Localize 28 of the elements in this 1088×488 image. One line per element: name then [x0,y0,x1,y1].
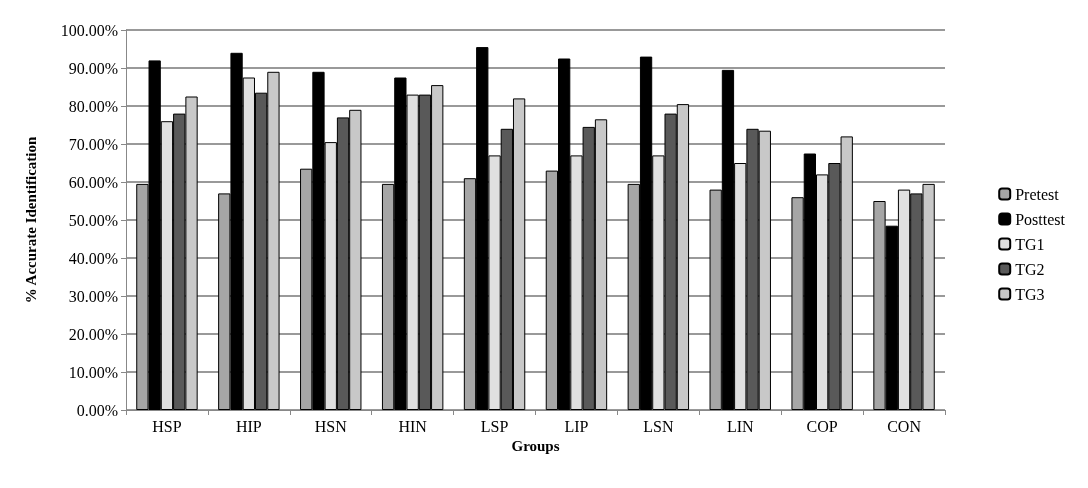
y-axis-title: % Accurate Identification [22,136,39,304]
y-tick-label: 20.00% [68,325,118,343]
y-tick-label: 30.00% [68,287,118,305]
y-tick-label: 100.00% [60,21,118,39]
y-tick-label: 40.00% [68,249,118,267]
x-tick-label: HIN [398,417,428,435]
y-tick-label: 80.00% [68,97,118,115]
legend-label: TG3 [1015,285,1045,303]
y-tick-label: 0.00% [76,401,118,419]
x-tick-label: LIN [726,417,755,435]
legend-label: TG2 [1015,260,1045,278]
y-tick-label: 10.00% [68,363,118,381]
y-tick-label: 50.00% [68,211,118,229]
x-tick-label: LIP [564,417,589,435]
x-tick-label: HSP [152,417,182,435]
y-tick-label: 60.00% [68,173,118,191]
legend-label: Posttest [1015,210,1066,228]
x-tick-label: HIP [235,417,262,435]
x-tick-label: HSN [314,417,348,435]
x-tick-label: COP [806,417,838,435]
x-tick-label: LSN [643,417,674,435]
x-tick-label: CON [887,417,922,435]
legend-label: TG1 [1015,235,1045,253]
y-tick-label: 90.00% [68,59,118,77]
x-axis-title: Groups [511,438,560,455]
y-tick-label: 70.00% [68,135,118,153]
x-tick-label: LSP [480,417,509,435]
legend-label: Pretest [1015,185,1060,203]
